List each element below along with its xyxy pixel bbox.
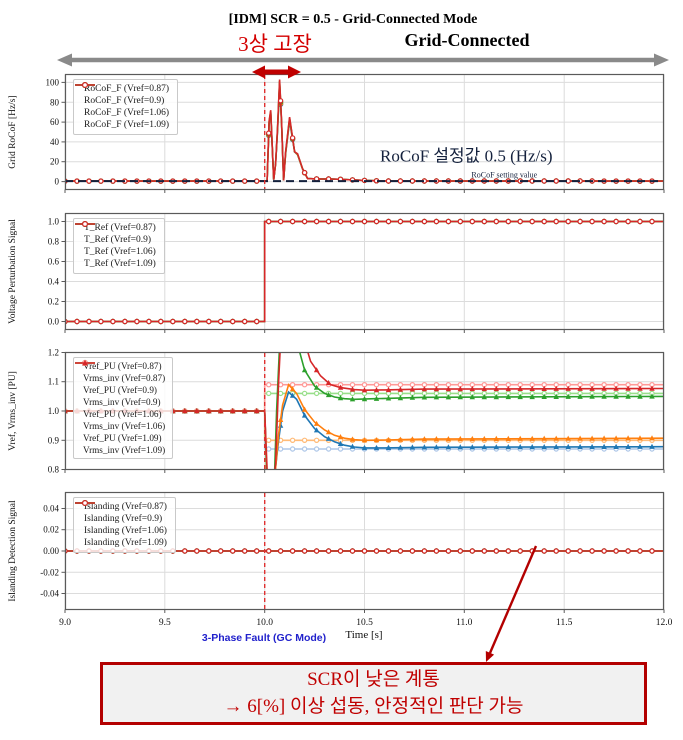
y-tick-label: 1.2 [48,348,59,358]
y-tick-label: -0.02 [40,567,59,577]
y-tick-label: 0.02 [43,525,59,535]
legend: Islanding (Vref=0.87) Islanding (Vref=0.9… [73,497,176,553]
legend-label: Vref_PU (Vref=0.9) [83,385,157,395]
x-tick-label: 9.5 [159,618,171,628]
x-tick-label: 10.0 [256,618,273,628]
y-tick-label: 0.6 [48,257,60,267]
legend-label: Vref_PU (Vref=1.09) [83,433,162,443]
legend-item: Islanding (Vref=1.06) [75,499,167,536]
y-tick-label: 0.8 [48,237,60,247]
legend-item: RoCoF_F (Vref=1.09) [75,81,170,130]
y-tick-label: 80 [50,97,60,107]
legend: Vref_PU (Vref=0.87) Vrms_inv (Vref=0.87) V… [73,357,174,459]
note-box: SCR이 낮은 계통 → 6[%] 이상 섭동, 안정적인 판단 가능 [100,662,647,725]
legend-item: Vrms_inv (Vref=1.09) [75,359,166,456]
legend-label: T_Ref (Vref=1.09) [84,259,156,269]
legend-label: Vref_PU (Vref=0.87) [83,361,162,371]
x-tick-label: 10.5 [356,618,373,628]
legend-item: Vrms_inv (Vref=0.9) [75,359,165,408]
y-tick-label: -0.04 [40,589,59,599]
legend-label: Islanding (Vref=0.9) [84,514,163,524]
plot-annotation: RoCoF setting value [471,170,537,179]
legend: T_Ref (Vref=0.87) T_Ref (Vref=0.9) T_Ref (… [73,218,165,274]
chart-rocof: 0 20 40 60 80 100 Grid RoCoF [Hz/s] RoCoF 설정값 0… [0,73,683,196]
legend-label: Islanding (Vref=0.87) [84,502,167,512]
fault-note-label: 3-Phase Fault (GC Mode) [201,632,327,644]
y-axis-label: Voltage Perturbation Signal [8,219,18,324]
legend-item: Vref_PU (Vref=0.9) [75,359,165,396]
plot-area: 0.0 0.2 0.4 0.6 0.8 1.0 Voltage Perturbation S… [8,212,665,333]
legend-item: Islanding (Vref=1.09) [75,499,167,548]
legend-item: RoCoF_F (Vref=0.9) [75,81,169,106]
legend-item: Vref_PU (Vref=1.06) [75,359,165,420]
legend-item: Vrms_inv (Vref=1.06) [75,359,166,432]
legend-label: T_Ref (Vref=1.06) [84,247,156,257]
y-tick-label: 20 [50,157,60,167]
page-title: [IDM] SCR = 0.5 - Grid-Connected Mode [228,12,478,27]
legend-label: Islanding (Vref=1.09) [84,538,167,548]
y-tick-label: 1.0 [48,406,60,416]
chart-voltage: 0.8 0.9 1.0 1.1 1.2 Vref, Vrms_inv [PU] Vref_P… [0,348,683,476]
y-axis-label: Islanding Detection Signal [8,500,18,602]
y-tick-label: 1.0 [48,217,60,227]
plot-area: -0.04 -0.02 0.00 0.02 0.04 9.0 9.5 10.0 10.5 11.0… [8,491,673,628]
legend-item: Islanding (Vref=0.9) [75,499,167,524]
x-tick-label: 12.0 [656,618,673,628]
y-tick-label: 0.8 [48,465,60,475]
y-tick-label: 0.9 [48,435,60,445]
legend-item: T_Ref (Vref=0.9) [75,220,156,245]
legend-label: T_Ref (Vref=0.87) [84,223,156,233]
note-line-2: → 6[%] 이상 섭동, 안정적인 판단 가능 [223,696,524,717]
y-tick-label: 60 [50,117,60,127]
mode-label: Grid-Connected [404,30,530,50]
legend-label: RoCoF_F (Vref=0.87) [84,84,170,94]
legend-label: Vref_PU (Vref=1.06) [83,409,162,419]
legend-label: Vrms_inv (Vref=1.06) [83,421,166,431]
y-tick-label: 0.0 [48,317,60,327]
legend-label: Vrms_inv (Vref=0.87) [83,373,166,383]
fault-phase-label: 3상 고장 [238,32,312,56]
x-tick-label: 11.0 [456,618,473,628]
legend-label: Vrms_inv (Vref=0.9) [83,397,161,407]
legend-label: RoCoF_F (Vref=1.09) [84,120,170,130]
y-tick-label: 1.1 [48,377,59,387]
legend-item: T_Ref (Vref=1.09) [75,220,156,269]
legend-label: RoCoF_F (Vref=0.9) [84,96,165,106]
chart-perturbation: 0.0 0.2 0.4 0.6 0.8 1.0 Voltage Perturbation S… [0,212,683,336]
x-tick-label: 9.0 [59,618,71,628]
legend-item: RoCoF_F (Vref=1.06) [75,81,170,118]
legend-item: Vref_PU (Vref=1.09) [75,359,165,444]
x-tick-label: 11.5 [556,618,573,628]
y-tick-label: 100 [46,77,60,87]
note-line-1: SCR이 낮은 계통 [307,669,440,690]
legend-item: Vrms_inv (Vref=0.87) [75,359,166,384]
legend: RoCoF_F (Vref=0.87) RoCoF_F (Vref=0.9) RoC… [73,79,179,135]
legend-label: RoCoF_F (Vref=1.06) [84,108,170,118]
y-tick-label: 0 [55,177,60,187]
y-tick-label: 40 [50,137,60,147]
legend-label: T_Ref (Vref=0.9) [84,235,152,245]
y-axis-label: Vref, Vrms_inv [PU] [7,371,18,451]
legend-label: Islanding (Vref=1.06) [84,526,167,536]
legend-item: T_Ref (Vref=1.06) [75,220,156,257]
y-axis-label: Grid RoCoF [Hz/s] [8,95,18,168]
y-tick-label: 0.2 [48,297,59,307]
chart-islanding: -0.04 -0.02 0.00 0.02 0.04 9.0 9.5 10.0 10.5 11.0… [0,491,683,640]
x-axis-title: Time [s] [345,629,383,641]
plot-annotation: RoCoF 설정값 0.5 (Hz/s) [380,147,553,166]
y-tick-label: 0.4 [48,277,60,287]
grid-connected-arrow [57,53,669,67]
y-tick-label: 0.04 [43,504,59,514]
legend-label: Vrms_inv (Vref=1.09) [83,445,166,455]
y-tick-label: 0.00 [43,546,59,556]
